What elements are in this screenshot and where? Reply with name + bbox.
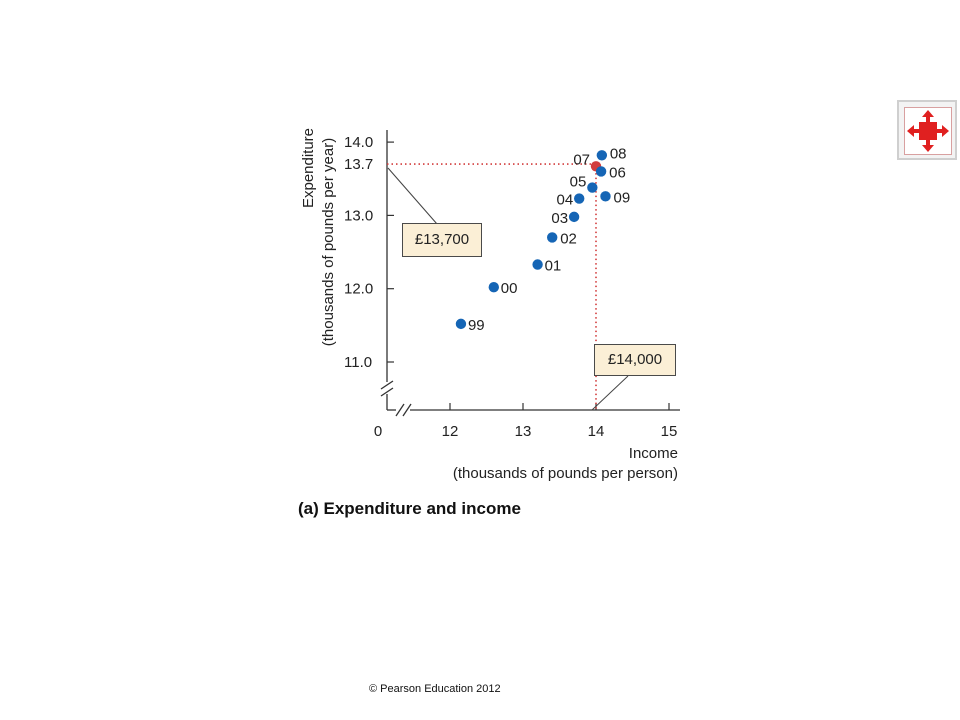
data-point	[595, 166, 607, 177]
data-point-label: 06	[609, 164, 626, 181]
callout-leader	[591, 375, 629, 411]
data-point	[547, 232, 558, 243]
data-point	[488, 282, 499, 293]
y-tick-label: 13.0	[344, 207, 373, 224]
y-tick-label-highlight: 13.7	[344, 156, 373, 173]
data-point	[568, 211, 580, 223]
copyright-text: © Pearson Education 2012	[369, 683, 501, 695]
y-axis-title: Expenditure	[300, 128, 317, 208]
data-point-label: 99	[468, 317, 485, 334]
data-point-label: 05	[570, 174, 587, 191]
data-point	[574, 193, 585, 204]
chart-caption: (a) Expenditure and income	[298, 499, 521, 518]
x-tick-label-highlight: 14	[588, 423, 605, 440]
expand-arrows-icon[interactable]	[897, 100, 957, 160]
income-callout: £14,000	[594, 344, 676, 376]
y-axis-break	[380, 387, 394, 397]
data-point	[532, 259, 543, 270]
x-axis-title: Income	[629, 445, 678, 462]
x-tick-label: 15	[661, 423, 678, 440]
data-point-label: 09	[613, 189, 630, 206]
callout-leader	[387, 167, 438, 225]
data-point-label: 01	[545, 258, 562, 275]
data-point-label: 07	[573, 151, 590, 168]
data-point	[596, 150, 608, 161]
x-axis-break	[402, 403, 412, 417]
data-point-label: 04	[557, 192, 574, 209]
data-point	[455, 318, 467, 330]
x-axis-break	[395, 403, 405, 417]
x-axis-subtitle: (thousands of pounds per person)	[453, 465, 678, 482]
data-point-label: 08	[610, 145, 627, 162]
data-point-label: 00	[501, 280, 518, 297]
y-axis-break	[380, 380, 394, 390]
data-point	[600, 191, 611, 202]
x-tick-label: 0	[374, 423, 382, 440]
x-tick-label: 13	[515, 423, 532, 440]
data-point-label: 03	[551, 210, 568, 227]
data-point-label: 02	[560, 230, 577, 247]
x-tick-label: 12	[442, 423, 459, 440]
y-axis-subtitle: (thousands of pounds per year)	[320, 138, 337, 346]
data-point	[587, 182, 598, 193]
y-tick-label: 12.0	[344, 281, 373, 298]
expenditure-callout: £13,700	[402, 223, 482, 257]
y-tick-label: 14.0	[344, 134, 373, 151]
y-tick-label: 11.0	[344, 354, 372, 371]
